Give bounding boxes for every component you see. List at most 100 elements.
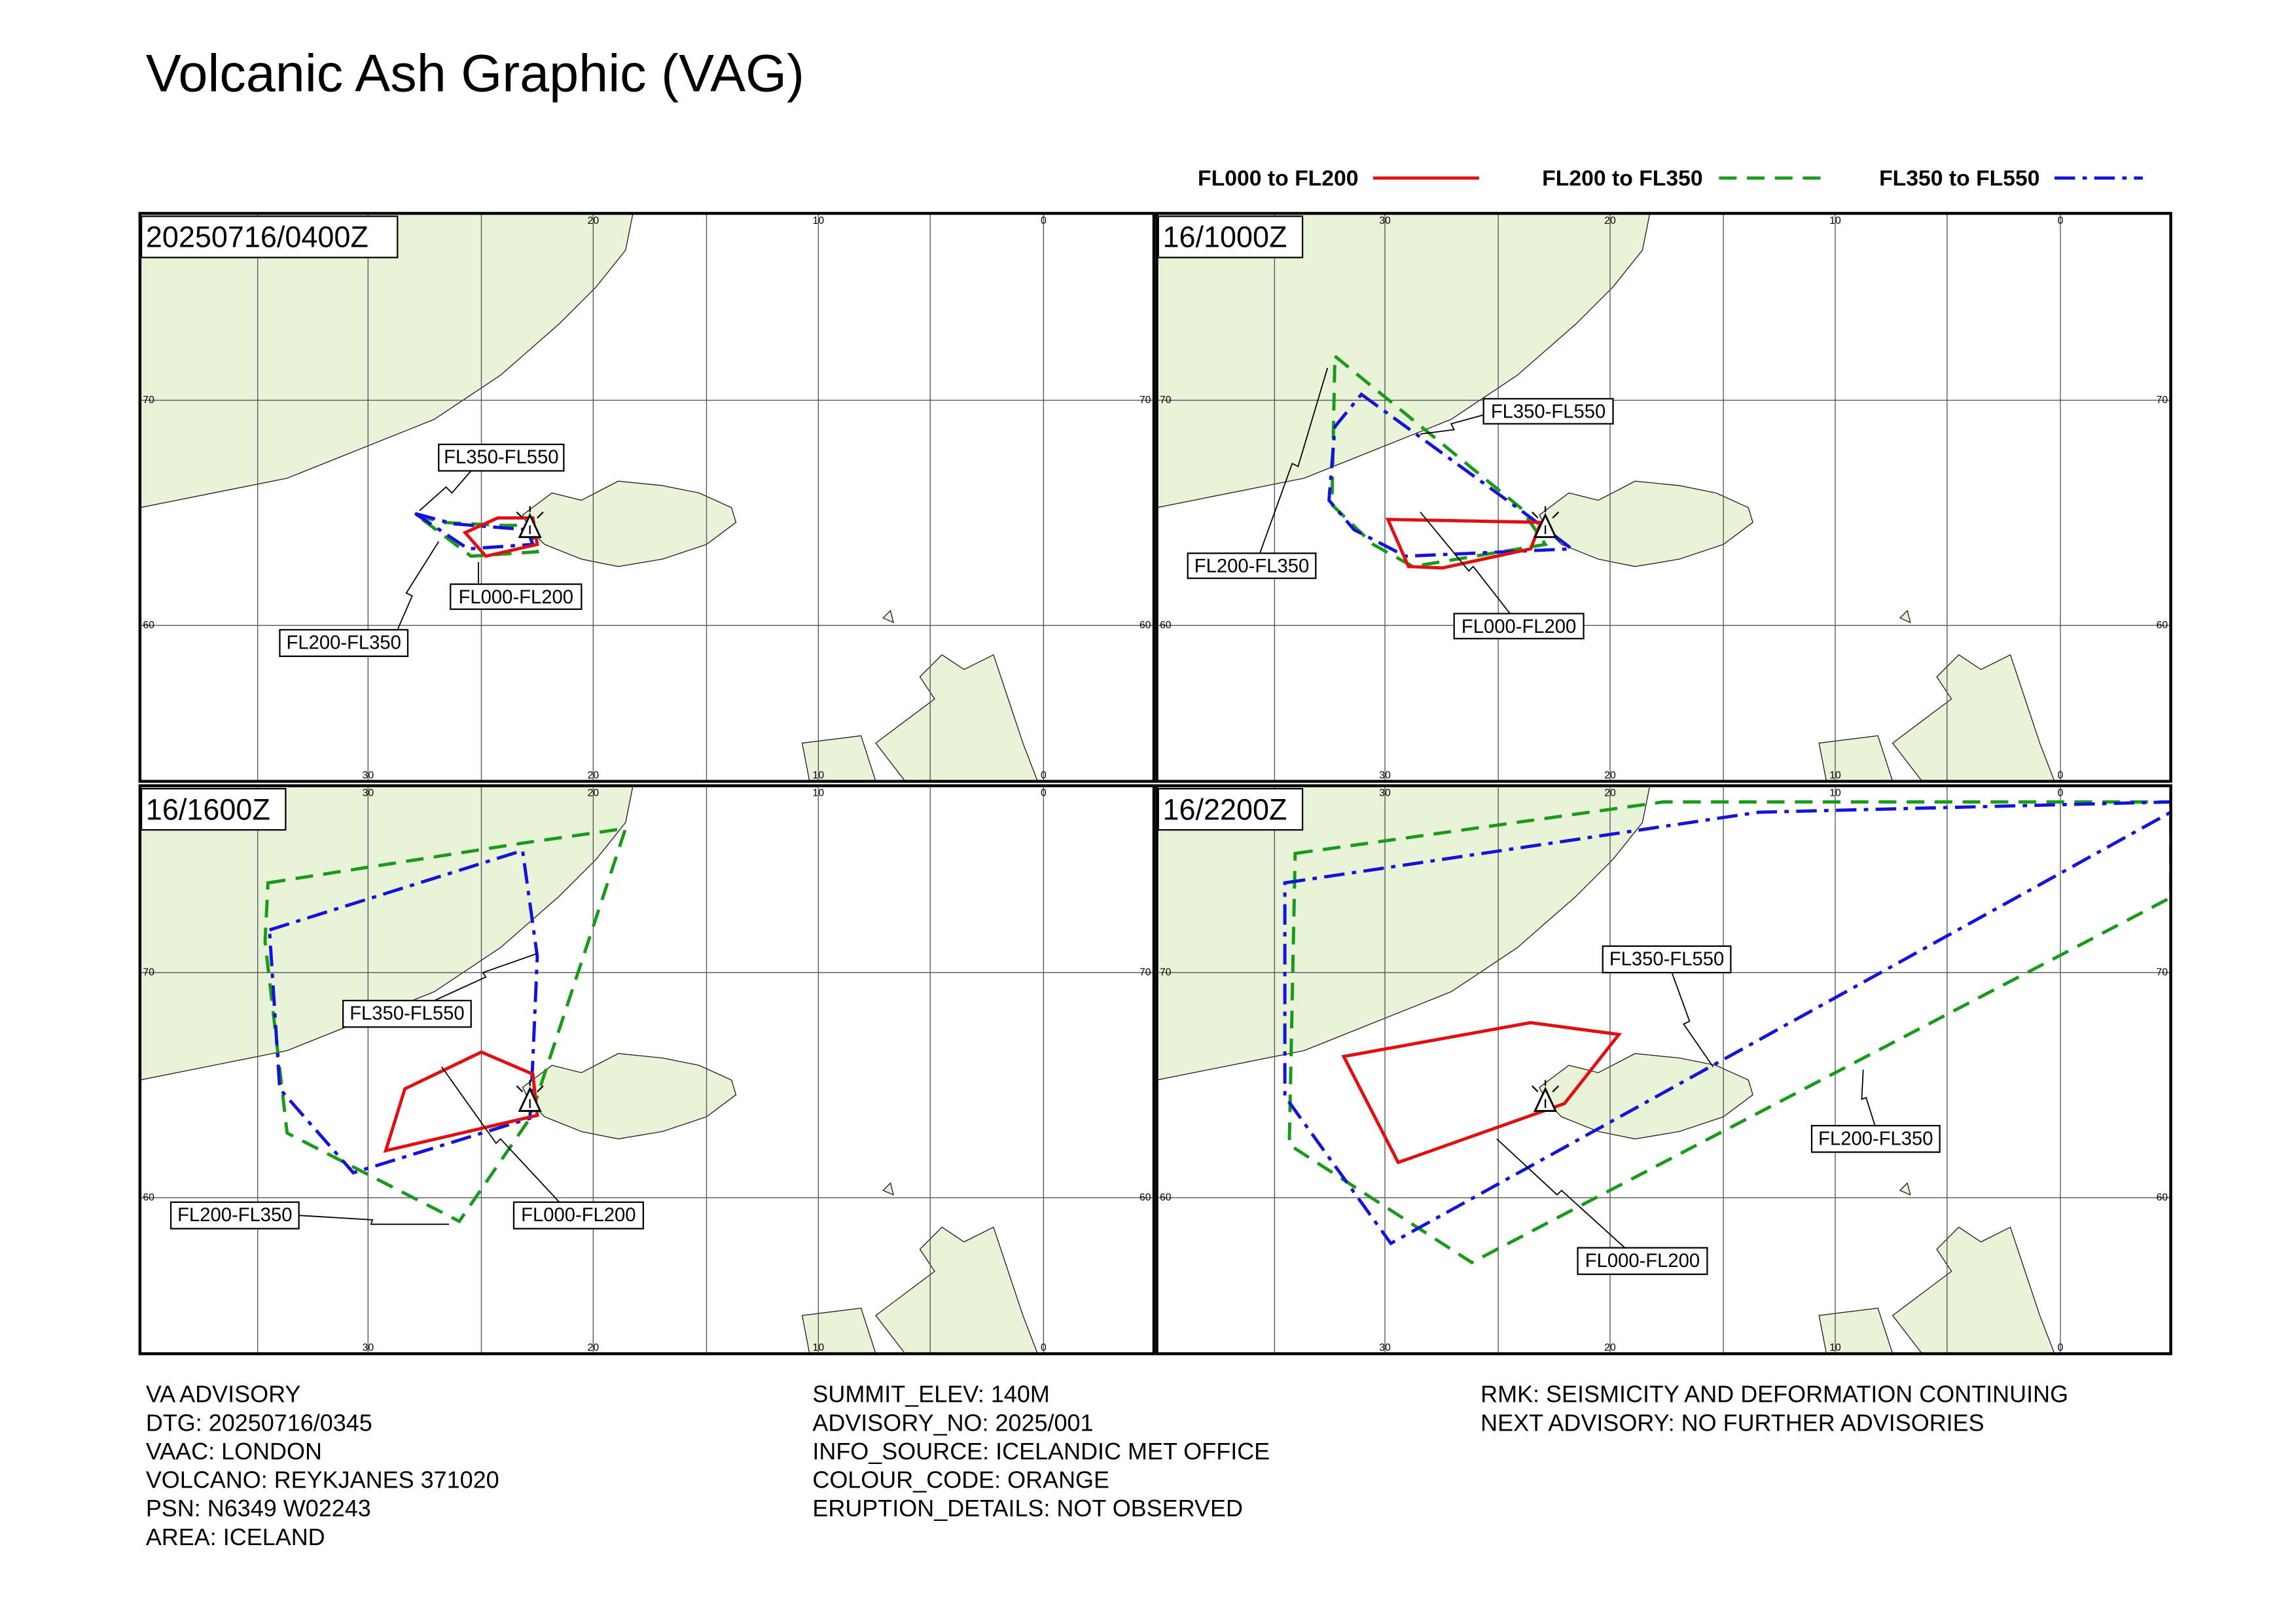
arrow (1671, 972, 1714, 1067)
lon-label: 0 (2058, 770, 2064, 781)
arrow (434, 953, 538, 1001)
lon-label: 30 (363, 1342, 374, 1353)
advisory-line: AREA: ICELAND (146, 1524, 325, 1550)
fl000-fl200-area (383, 1050, 539, 1153)
lon-label: 20 (588, 215, 600, 226)
lat-label: 60 (1160, 620, 1172, 631)
label-box (438, 443, 565, 472)
advisory-line: SUMMIT_ELEV: 140M (812, 1381, 1049, 1408)
arrow (441, 1066, 560, 1203)
area-label: FL200-FL350 (1194, 556, 1309, 577)
lon-label: 0 (2058, 215, 2064, 226)
panel-frame (1155, 784, 2172, 1355)
label-box (342, 999, 472, 1028)
land (139, 785, 1039, 1354)
lon-label: 10 (813, 787, 825, 798)
arrow (1496, 1138, 1626, 1249)
label-box (450, 583, 583, 610)
lon-label: 10 (813, 215, 825, 226)
area-label: FL200-FL350 (1818, 1128, 1933, 1149)
legend: FL000 to FL200 FL200 to FL350 FL350 to F… (1198, 166, 2143, 190)
title: Volcanic Ash Graphic (VAG) (146, 44, 804, 103)
time-box (140, 788, 287, 831)
label-box (1810, 1124, 1941, 1153)
lat-label: 60 (1139, 620, 1151, 631)
panel-frame (138, 784, 1156, 1355)
advisory-line: VAAC: LONDON (146, 1438, 322, 1465)
lon-label: 0 (1041, 215, 1047, 226)
area-label: FL000-FL200 (521, 1205, 636, 1226)
arrow (419, 470, 472, 511)
advisory-line: COLOUR_CODE: ORANGE (812, 1467, 1109, 1493)
lon-label: 30 (1379, 1342, 1391, 1353)
time-box (1157, 788, 1304, 831)
area-label: FL000-FL200 (1585, 1251, 1700, 1272)
lon-label: 0 (1041, 770, 1047, 781)
lon-label: 30 (1379, 770, 1391, 781)
area-label: FL350-FL550 (350, 1003, 464, 1024)
land (139, 213, 1039, 781)
lat-label: 60 (1139, 1192, 1151, 1204)
lon-label: 0 (1041, 787, 1047, 798)
time-box (1157, 215, 1304, 259)
panel-time: 16/1600Z (146, 793, 270, 826)
area-label: FL200-FL350 (287, 633, 401, 654)
advisory-line: ERUPTION_DETAILS: NOT OBSERVED (812, 1495, 1243, 1522)
label-box (512, 1201, 644, 1230)
lon-label: 20 (1604, 770, 1616, 781)
lat-label: 60 (2157, 620, 2168, 631)
panel-time: 16/2200Z (1162, 793, 1287, 826)
label-box (1577, 1247, 1708, 1275)
lon-label: 10 (1829, 1342, 1841, 1353)
legend-label: FL000 to FL200 (1198, 166, 1358, 190)
lon-label: 30 (1379, 787, 1391, 798)
lon-label: 10 (1829, 770, 1841, 781)
lon-label: 10 (813, 770, 825, 781)
lat-label: 60 (143, 620, 154, 631)
lon-label: 0 (2058, 787, 2064, 798)
area-label: FL000-FL200 (459, 587, 573, 608)
fl350-fl550-area (1327, 392, 1577, 558)
lon-label: 20 (588, 770, 600, 781)
lat-label: 60 (1160, 1192, 1172, 1204)
lat-label: 70 (143, 967, 154, 978)
advisory-line: VOLCANO: REYKJANES 371020 (146, 1467, 499, 1493)
label-box (1602, 945, 1732, 974)
lat-label: 70 (1160, 967, 1172, 978)
arrow (1420, 511, 1511, 615)
lon-label: 20 (1604, 1342, 1616, 1353)
advisory-line: INFO_SOURCE: ICELANDIC MET OFFICE (812, 1438, 1270, 1465)
fl000-fl200-area (1385, 518, 1543, 570)
lat-label: 70 (1139, 395, 1151, 406)
lat-label: 70 (2157, 967, 2168, 978)
label-box (170, 1201, 300, 1230)
legend-label: FL350 to FL550 (1879, 166, 2039, 190)
lon-label: 20 (588, 787, 600, 798)
lon-label: 0 (2058, 1342, 2064, 1353)
fl200-fl350-area (1330, 352, 1549, 569)
area-label: FL350-FL550 (1491, 402, 1605, 423)
panel-frame (1155, 211, 2172, 783)
advisory-line: VA ADVISORY (146, 1381, 301, 1408)
lon-label: 20 (1604, 215, 1616, 226)
panel-frame (138, 211, 1156, 783)
label-box (1187, 552, 1317, 579)
arrow (397, 541, 440, 630)
lat-label: 70 (1160, 395, 1172, 406)
lon-label: 10 (813, 1342, 825, 1353)
panel: 30 30 20 20 10 10 0 0 70 70 60 60 FL350-FL550 FL200… (1155, 784, 2172, 1355)
panel: 30 30 20 20 10 10 0 0 70 70 60 60 FL350-FL550 FL200… (1155, 211, 2172, 783)
land (1157, 213, 2055, 781)
area-label: FL350-FL550 (1609, 949, 1724, 970)
lat-label: 70 (143, 395, 154, 406)
fl350-fl550-area (1283, 800, 2171, 1246)
lat-label: 60 (143, 1192, 154, 1204)
lon-label: 10 (1829, 787, 1841, 798)
advisory-line: ADVISORY_NO: 2025/001 (812, 1409, 1093, 1436)
lon-label: 30 (1379, 215, 1391, 226)
legend-label: FL200 to FL350 (1542, 166, 1702, 190)
